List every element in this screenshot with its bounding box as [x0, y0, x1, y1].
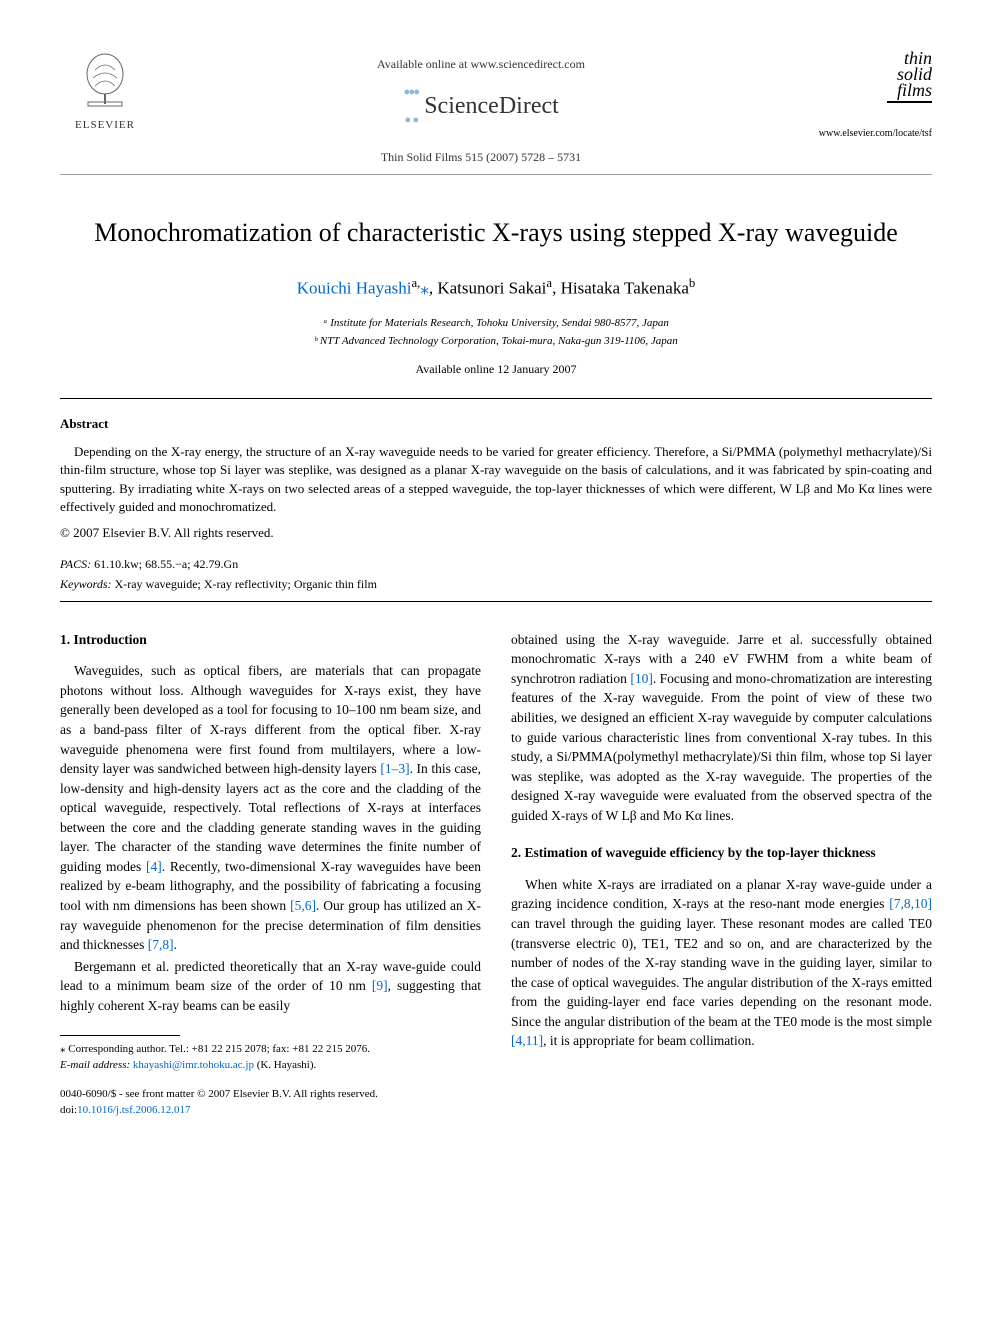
intro-para-2: Bergemann et al. predicted theoretically… — [60, 957, 481, 1016]
author-1-affil: a, — [411, 276, 420, 290]
header-rule — [60, 174, 932, 175]
keywords-text: X-ray waveguide; X-ray reflectivity; Org… — [112, 577, 377, 591]
abstract-rule-bottom — [60, 601, 932, 602]
keywords-line: Keywords: X-ray waveguide; X-ray reflect… — [60, 576, 932, 593]
publisher-name: ELSEVIER — [60, 118, 150, 133]
journal-header: ELSEVIER Available online at www.science… — [60, 50, 932, 166]
author-2: , Katsunori Sakai — [429, 279, 547, 298]
email-line: E-mail address: khayashi@imr.tohoku.ac.j… — [60, 1058, 481, 1073]
pacs-codes: 61.10.kw; 68.55.−a; 42.79.Gn — [91, 557, 238, 571]
pacs-label: PACS: — [60, 557, 91, 571]
email-suffix: (K. Hayashi). — [254, 1059, 316, 1071]
sec2-p1a: When white X-rays are irradiated on a pl… — [511, 877, 932, 912]
article-title: Monochromatization of characteristic X-r… — [60, 215, 932, 251]
cite-7-8-10[interactable]: [7,8,10] — [889, 896, 932, 911]
cite-4[interactable]: [4] — [146, 859, 162, 874]
cite-9[interactable]: [9] — [372, 978, 388, 993]
publisher-logo: ELSEVIER — [60, 50, 150, 133]
sciencedirect-dots-icon: •••• • — [403, 79, 418, 135]
doi-line: doi:10.1016/j.tsf.2006.12.017 — [60, 1103, 481, 1119]
intro-p1e: . — [174, 937, 177, 952]
sec2-p1b: can travel through the guiding layer. Th… — [511, 916, 932, 1029]
copyright-text: © 2007 Elsevier B.V. All rights reserved… — [60, 524, 932, 542]
section-2-heading: 2. Estimation of waveguide efficiency by… — [511, 843, 932, 863]
journal-url: www.elsevier.com/locate/tsf — [812, 127, 932, 141]
intro-p1b: . In this case, low-density and high-den… — [60, 761, 481, 874]
body-columns: 1. Introduction Waveguides, such as opti… — [60, 630, 932, 1119]
journal-logo: thin solid films — [887, 50, 932, 103]
corr-author-text: ⁎ Corresponding author. Tel.: +81 22 215… — [60, 1042, 481, 1057]
affiliation-a: ᵃ Institute for Materials Research, Toho… — [60, 316, 932, 331]
intro-para-1: Waveguides, such as optical fibers, are … — [60, 661, 481, 954]
column-left: 1. Introduction Waveguides, such as opti… — [60, 630, 481, 1119]
affiliation-b: ᵇ NTT Advanced Technology Corporation, T… — [60, 334, 932, 349]
footnote-separator — [60, 1035, 180, 1036]
journal-logo-block: thin solid films www.elsevier.com/locate… — [812, 50, 932, 141]
cite-4-11[interactable]: [4,11] — [511, 1033, 543, 1048]
section-1-heading: 1. Introduction — [60, 630, 481, 650]
issn-line: 0040-6090/$ - see front matter © 2007 El… — [60, 1087, 481, 1103]
intro-p1a: Waveguides, such as optical fibers, are … — [60, 663, 481, 776]
cite-5-6[interactable]: [5,6] — [290, 898, 316, 913]
bottom-meta: 0040-6090/$ - see front matter © 2007 El… — [60, 1087, 481, 1119]
journal-reference: Thin Solid Films 515 (2007) 5728 – 5731 — [150, 149, 812, 166]
author-list: Kouichi Hayashia,⁎, Katsunori Sakaia, Hi… — [60, 275, 932, 300]
cite-1-3[interactable]: [1–3] — [380, 761, 409, 776]
available-date: Available online 12 January 2007 — [60, 361, 932, 378]
column-right: obtained using the X-ray waveguide. Jarr… — [511, 630, 932, 1119]
author-link-1[interactable]: Kouichi Hayashi — [297, 279, 412, 298]
sec2-para-1: When white X-rays are irradiated on a pl… — [511, 875, 932, 1051]
center-header: Available online at www.sciencedirect.co… — [150, 50, 812, 166]
elsevier-tree-icon — [60, 50, 150, 118]
col2-p1b: . Focusing and mono-chromatization are i… — [511, 671, 932, 823]
cite-7-8[interactable]: [7,8] — [148, 937, 174, 952]
available-online-text: Available online at www.sciencedirect.co… — [150, 56, 812, 73]
col2-para-1: obtained using the X-ray waveguide. Jarr… — [511, 630, 932, 826]
sec2-p1c: , it is appropriate for beam collimation… — [543, 1033, 754, 1048]
email-link[interactable]: khayashi@imr.tohoku.ac.jp — [130, 1059, 254, 1071]
logo-line3: films — [897, 80, 932, 100]
author-1-corr-mark[interactable]: ⁎ — [420, 279, 429, 298]
affiliations: ᵃ Institute for Materials Research, Toho… — [60, 316, 932, 349]
platform-name: ScienceDirect — [424, 90, 559, 124]
corresponding-footnote: ⁎ Corresponding author. Tel.: +81 22 215… — [60, 1042, 481, 1073]
abstract-label: Abstract — [60, 415, 932, 433]
platform-logo: •••• • ScienceDirect — [150, 79, 812, 135]
doi-link[interactable]: 10.1016/j.tsf.2006.12.017 — [77, 1104, 190, 1116]
cite-10[interactable]: [10] — [630, 671, 653, 686]
author-3-affil: b — [689, 276, 695, 290]
doi-label: doi: — [60, 1104, 77, 1116]
pacs-line: PACS: 61.10.kw; 68.55.−a; 42.79.Gn — [60, 556, 932, 573]
keywords-label: Keywords: — [60, 577, 112, 591]
author-3: , Hisataka Takenaka — [552, 279, 689, 298]
email-label: E-mail address: — [60, 1059, 130, 1071]
abstract-text: Depending on the X-ray energy, the struc… — [60, 443, 932, 516]
